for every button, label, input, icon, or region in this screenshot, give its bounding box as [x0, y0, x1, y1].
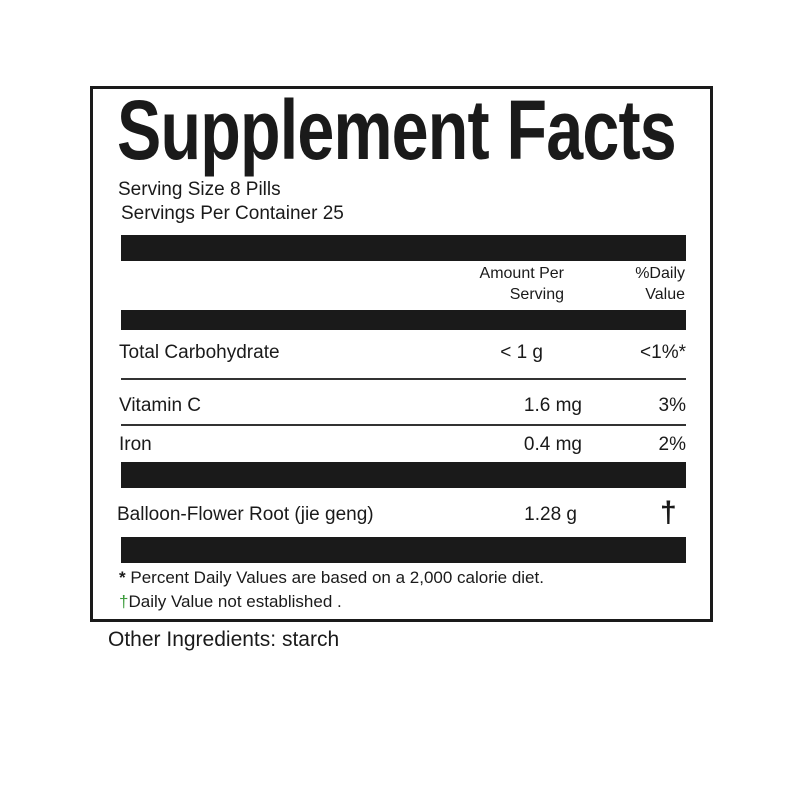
thick-divider — [121, 310, 686, 330]
serving-size: Serving Size 8 Pills — [118, 179, 281, 200]
dv-header-line1: %Daily — [635, 265, 685, 282]
thick-divider — [121, 462, 686, 488]
thin-divider — [121, 378, 686, 380]
dagger-icon: † — [119, 592, 129, 611]
footnote-dagger: †Daily Value not established . — [119, 593, 342, 610]
servings-per-container: Servings Per Container 25 — [121, 203, 344, 224]
footnote-text: Daily Value not established . — [128, 592, 342, 611]
asterisk-icon: * — [119, 568, 126, 587]
amount-header-line2: Serving — [509, 286, 564, 303]
row-name: Balloon-Flower Root (jie geng) — [117, 504, 374, 525]
row-name: Vitamin C — [119, 395, 202, 416]
row-dv: 2% — [658, 434, 686, 455]
row-name: Iron — [119, 434, 152, 455]
row-amount: 1.6 mg — [523, 395, 582, 416]
dv-header-line2: Value — [645, 286, 685, 303]
other-ingredients: Other Ingredients: starch — [108, 629, 339, 650]
dagger-icon: † — [660, 496, 677, 529]
other-ingredients-value: starch — [281, 628, 340, 651]
thick-divider — [121, 537, 686, 563]
row-amount: < 1 g — [500, 342, 543, 363]
supplement-facts-panel — [90, 86, 713, 622]
other-ingredients-label: Other Ingredients: — [108, 628, 277, 651]
row-amount: 0.4 mg — [523, 434, 582, 455]
amount-header-line1: Amount Per — [479, 265, 564, 282]
thick-divider — [121, 235, 686, 261]
footnote-text: Percent Daily Values are based on a 2,00… — [130, 568, 544, 587]
row-amount: 1.28 g — [524, 504, 577, 525]
panel-title: Supplement Facts — [117, 83, 677, 177]
row-name: Total Carbohydrate — [119, 342, 280, 363]
thin-divider — [121, 424, 686, 426]
row-dv: 3% — [658, 395, 686, 416]
row-dv: <1%* — [640, 342, 686, 363]
footnote-daily-values: * Percent Daily Values are based on a 2,… — [119, 569, 544, 586]
